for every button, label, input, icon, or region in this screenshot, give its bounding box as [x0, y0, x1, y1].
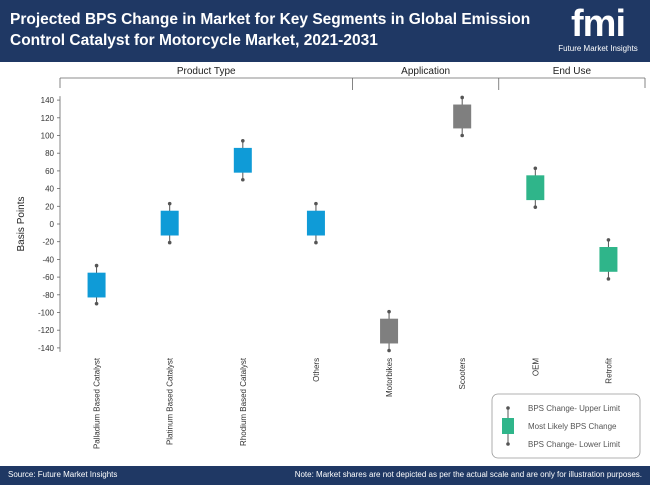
box-platinum-based-catalyst [160, 201, 179, 245]
y-tick-label: 80 [45, 149, 54, 158]
lower-limit-marker [460, 133, 464, 138]
footer-source: Source: Future Market Insights [8, 470, 118, 479]
y-tick-label: -20 [42, 238, 54, 247]
box-motorbikes [380, 309, 399, 353]
box-scooters [453, 95, 472, 138]
upper-limit-marker [533, 166, 538, 171]
category-label: Scooters [458, 358, 467, 390]
y-tick-label: -120 [38, 326, 55, 335]
y-tick-label: 60 [45, 167, 54, 176]
x-axis-categories: Palladium Based Catalyst Platinum Based C… [93, 357, 614, 449]
y-tick-label: -140 [38, 344, 55, 353]
legend-item-label: BPS Change- Lower Limit [528, 440, 621, 449]
legend-lower-marker [506, 442, 510, 446]
y-tick-label: 100 [41, 132, 55, 141]
upper-limit-marker [167, 201, 172, 206]
legend-item-label: BPS Change- Upper Limit [528, 404, 621, 413]
box-series [87, 95, 618, 353]
upper-limit-marker [387, 309, 391, 314]
y-tick-label: -80 [42, 291, 54, 300]
likely-change-box [233, 147, 252, 173]
y-tick-label: -40 [42, 255, 54, 264]
likely-change-box [380, 318, 399, 344]
upper-limit-marker [606, 238, 611, 242]
category-label: Others [312, 358, 321, 382]
category-label: Palladium Based Catalyst [93, 357, 102, 449]
box-retrofit [599, 238, 618, 281]
category-label: OEM [531, 358, 540, 377]
fmi-logo: fmi Future Market Insights [550, 4, 646, 58]
group-label: End Use [553, 66, 592, 77]
footer-note: Note: Market shares are not depicted as … [294, 470, 642, 479]
y-tick-label: 120 [41, 114, 55, 123]
y-tick-label: -60 [42, 273, 54, 282]
likely-change-box [599, 247, 618, 272]
category-label: Rhodium Based Catalyst [239, 357, 248, 446]
upper-limit-marker [241, 139, 245, 143]
upper-limit-marker [314, 201, 318, 206]
y-tick-label: 140 [41, 96, 55, 105]
group-label: Product Type [177, 66, 236, 77]
legend-item-label: Most Likely BPS Change [528, 422, 617, 431]
box-rhodium-based-catalyst [233, 139, 252, 182]
logo-subtitle: Future Market Insights [558, 44, 638, 53]
lower-limit-marker [241, 177, 245, 182]
box-palladium-based-catalyst [87, 263, 106, 306]
upper-limit-marker [460, 95, 464, 100]
likely-change-box [87, 272, 106, 298]
legend-box [491, 393, 641, 459]
y-axis: 140 120 100 80 60 40 20 0 -20 -40 -60 -80 -100 -120 -1… [16, 96, 61, 353]
legend: BPS Change- Upper Limit Most Likely BPS C… [491, 393, 641, 459]
footer: Source: Future Market Insights Note: Mar… [0, 466, 650, 485]
likely-change-box [160, 210, 179, 236]
likely-change-box [306, 210, 325, 236]
y-tick-label: 0 [50, 220, 55, 229]
box-others [306, 201, 325, 245]
category-label: Motorbikes [385, 358, 394, 397]
category-label: Retrofit [604, 357, 613, 384]
chart-header: Projected BPS Change in Market for Key S… [0, 0, 650, 62]
lower-limit-marker [387, 348, 391, 353]
legend-box-swatch [502, 418, 514, 434]
lower-limit-marker [94, 301, 99, 306]
upper-limit-marker [94, 263, 99, 268]
logo-text: fmi [571, 3, 626, 45]
likely-change-box [453, 104, 472, 129]
legend-upper-marker [506, 406, 510, 410]
group-header-layer: Product Type Application End Use [59, 66, 646, 90]
box-oem [526, 166, 545, 209]
lower-limit-marker [167, 240, 172, 245]
category-label: Platinum Based Catalyst [166, 357, 175, 445]
likely-change-box [526, 175, 545, 201]
y-tick-label: 40 [45, 185, 54, 194]
lower-limit-marker [314, 240, 318, 245]
chart-title: Projected BPS Change in Market for Key S… [10, 11, 531, 49]
y-tick-label: 20 [45, 202, 54, 211]
lower-limit-marker [533, 205, 538, 209]
lower-limit-marker [606, 277, 611, 281]
boxplot-chart: Product Type Application End Use 140 120 100… [16, 66, 646, 459]
y-axis-title: Basis Points [16, 196, 27, 251]
group-label: Application [401, 66, 450, 77]
y-tick-label: -100 [38, 309, 55, 318]
